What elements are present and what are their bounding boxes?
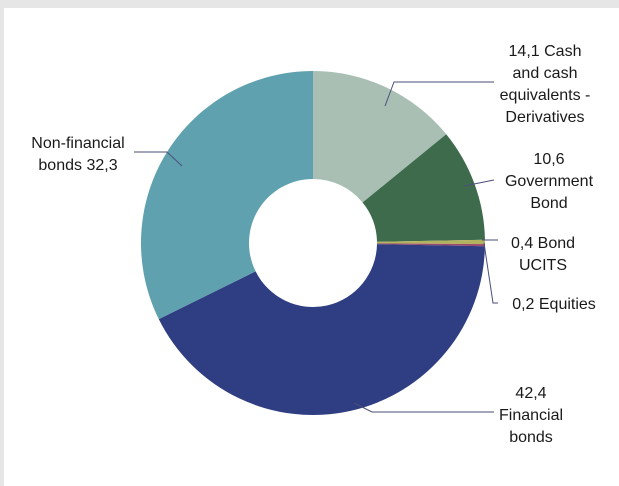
donut-slice-4 [158, 244, 485, 416]
slice-label-1: 10,6 Government Bond [505, 151, 594, 212]
donut-slice-0 [313, 71, 447, 203]
slice-label-line: 0,4 Bond [511, 235, 575, 252]
slice-label-4: 42,4 Financial bonds [499, 385, 563, 446]
slice-label-0: 14,1 Cash and cash equivalents - Derivative… [500, 43, 591, 126]
leader-line-5 [134, 151, 183, 167]
leader-line-3 [483, 242, 498, 304]
slice-label-line: 10,6 [533, 151, 564, 168]
slice-label-line: bonds [509, 429, 553, 446]
slice-label-line: bonds 32,3 [38, 157, 117, 174]
slice-label-line: Derivatives [505, 109, 584, 126]
donut-slice-2 [376, 239, 485, 245]
slice-label-line: Bond [530, 195, 567, 212]
donut-slice-3 [376, 243, 485, 247]
chart-frame: 14,1 Cash and cash equivalents - Derivative… [4, 8, 619, 486]
slice-label-line: Non-financial [31, 135, 124, 152]
donut-slice-5 [141, 71, 313, 320]
donut-chart: 14,1 Cash and cash equivalents - Derivative… [31, 43, 596, 446]
slice-label-line: Financial [499, 407, 563, 424]
slice-label-5: Non-financial bonds 32,3 [31, 135, 124, 174]
slice-label-line: 0,2 Equities [512, 296, 596, 313]
leader-line-4 [353, 402, 494, 413]
slice-label-3: 0,2 Equities [512, 296, 596, 313]
slice-label-line: Government [505, 173, 594, 190]
slice-label-line: 42,4 [515, 385, 546, 402]
leader-line-0 [384, 81, 494, 107]
slice-label-line: 14,1 Cash [509, 43, 582, 60]
donut-slice-1 [362, 134, 485, 242]
slice-label-line: UCITS [519, 257, 567, 274]
slice-label-line: and cash [513, 65, 578, 82]
slice-label-2: 0,4 Bond UCITS [511, 235, 575, 274]
leader-line-1 [463, 179, 495, 187]
slice-label-line: equivalents - [500, 87, 591, 104]
